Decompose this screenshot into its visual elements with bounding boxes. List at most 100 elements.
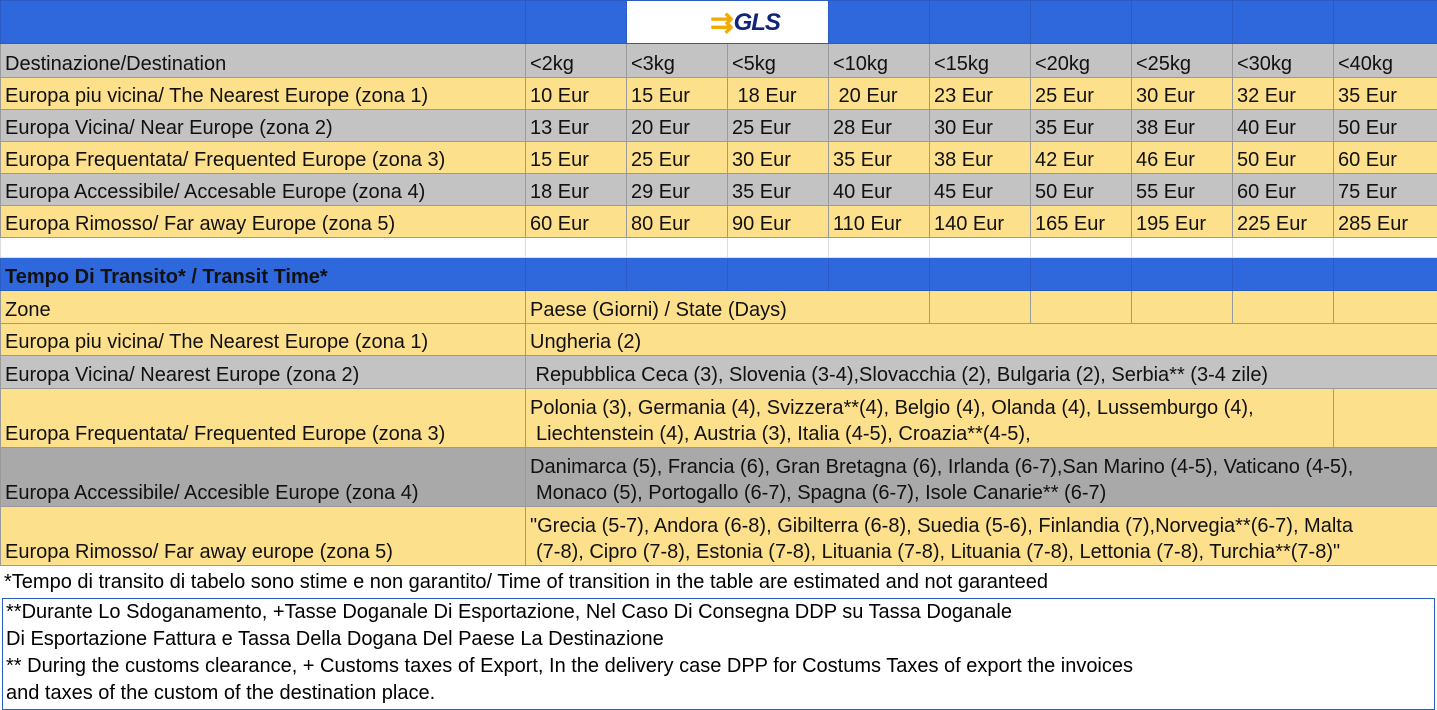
zone-cell[interactable]: Europa Rimosso/ Far away Europe (zona 5) <box>1 206 526 238</box>
spreadsheet: ⇉GLS Destinazione/Destination<2kg<3kg<5k… <box>0 0 1437 566</box>
price-cell[interactable]: 45 Eur <box>930 174 1031 206</box>
zone-cell[interactable]: Europa Accessibile/ Accesable Europe (zo… <box>1 174 526 206</box>
header-cell[interactable]: <25kg <box>1132 44 1233 78</box>
price-cell[interactable]: 60 Eur <box>526 206 627 238</box>
cell[interactable] <box>1233 1 1334 44</box>
countries-cell[interactable]: Repubblica Ceca (3), Slovenia (3-4),Slov… <box>526 356 1437 389</box>
price-cell[interactable]: 80 Eur <box>627 206 728 238</box>
price-cell[interactable]: 165 Eur <box>1031 206 1132 238</box>
countries-cell[interactable]: Polonia (3), Germania (4), Svizzera**(4)… <box>526 389 1334 448</box>
transit-title[interactable]: Tempo Di Transito* / Transit Time* <box>1 258 526 291</box>
price-cell[interactable]: 35 Eur <box>1031 110 1132 142</box>
price-cell[interactable]: 15 Eur <box>526 142 627 174</box>
header-cell[interactable]: <20kg <box>1031 44 1132 78</box>
price-cell[interactable]: 60 Eur <box>1334 142 1437 174</box>
price-cell[interactable]: 46 Eur <box>1132 142 1233 174</box>
price-cell[interactable]: 23 Eur <box>930 78 1031 110</box>
price-header-row: Destinazione/Destination<2kg<3kg<5kg<10k… <box>1 44 1437 78</box>
price-cell[interactable]: 140 Eur <box>930 206 1031 238</box>
price-cell[interactable]: 110 Eur <box>829 206 930 238</box>
cell[interactable] <box>1132 1 1233 44</box>
zone-cell[interactable]: Europa Accessibile/ Accesible Europe (zo… <box>1 448 526 507</box>
line: "Grecia (5-7), Andora (6-8), Gibilterra … <box>530 513 1433 539</box>
price-cell[interactable]: 32 Eur <box>1233 78 1334 110</box>
countries-cell[interactable]: Danimarca (5), Francia (6), Gran Bretagn… <box>526 448 1437 507</box>
header-cell[interactable]: <30kg <box>1233 44 1334 78</box>
cell[interactable] <box>930 1 1031 44</box>
price-cell[interactable]: 30 Eur <box>1132 78 1233 110</box>
price-cell[interactable]: 13 Eur <box>526 110 627 142</box>
price-cell[interactable]: 29 Eur <box>627 174 728 206</box>
price-cell[interactable]: 50 Eur <box>1233 142 1334 174</box>
price-cell[interactable]: 40 Eur <box>1233 110 1334 142</box>
price-cell[interactable]: 50 Eur <box>1031 174 1132 206</box>
header-cell[interactable]: <40kg <box>1334 44 1437 78</box>
price-row: Europa piu vicina/ The Nearest Europe (z… <box>1 78 1437 110</box>
price-cell[interactable]: 50 Eur <box>1334 110 1437 142</box>
price-cell[interactable]: 15 Eur <box>627 78 728 110</box>
price-cell[interactable]: 18 Eur <box>728 78 829 110</box>
header-cell[interactable]: <3kg <box>627 44 728 78</box>
zone-cell[interactable]: Europa piu vicina/ The Nearest Europe (z… <box>1 78 526 110</box>
price-row: Europa Rimosso/ Far away Europe (zona 5)… <box>1 206 1437 238</box>
cell[interactable] <box>526 1 627 44</box>
zone-cell[interactable]: Europa Frequentata/ Frequented Europe (z… <box>1 142 526 174</box>
price-cell[interactable]: 35 Eur <box>1334 78 1437 110</box>
zone-cell[interactable]: Europa piu vicina/ The Nearest Europe (z… <box>1 324 526 356</box>
line: Danimarca (5), Francia (6), Gran Bretagn… <box>530 454 1433 480</box>
price-cell[interactable]: 38 Eur <box>1132 110 1233 142</box>
price-cell[interactable]: 25 Eur <box>1031 78 1132 110</box>
price-cell[interactable]: 40 Eur <box>829 174 930 206</box>
price-cell[interactable]: 38 Eur <box>930 142 1031 174</box>
price-cell[interactable]: 25 Eur <box>728 110 829 142</box>
logo-row: ⇉GLS <box>1 1 1437 44</box>
transit-row: Europa Frequentata/ Frequented Europe (z… <box>1 389 1437 448</box>
customs-note[interactable]: **Durante Lo Sdoganamento, +Tasse Dogana… <box>2 598 1435 710</box>
note-line: ** During the customs clearance, + Custo… <box>6 653 1431 680</box>
cell[interactable] <box>1031 1 1132 44</box>
price-cell[interactable]: 225 Eur <box>1233 206 1334 238</box>
price-cell[interactable]: 55 Eur <box>1132 174 1233 206</box>
line: Polonia (3), Germania (4), Svizzera**(4)… <box>530 395 1329 421</box>
cell[interactable] <box>1334 1 1437 44</box>
header-cell[interactable]: Paese (Giorni) / State (Days) <box>526 291 930 324</box>
gls-arrow-icon: ⇉ <box>710 10 733 36</box>
cell[interactable] <box>1 1 526 44</box>
price-cell[interactable]: 20 Eur <box>829 78 930 110</box>
countries-cell[interactable]: "Grecia (5-7), Andora (6-8), Gibilterra … <box>526 507 1437 566</box>
price-cell[interactable]: 18 Eur <box>526 174 627 206</box>
price-cell[interactable]: 28 Eur <box>829 110 930 142</box>
price-cell[interactable]: 30 Eur <box>728 142 829 174</box>
line: Liechtenstein (4), Austria (3), Italia (… <box>530 421 1329 447</box>
header-cell[interactable]: <15kg <box>930 44 1031 78</box>
header-cell[interactable]: Destinazione/Destination <box>1 44 526 78</box>
transit-row: Europa Rimosso/ Far away europe (zona 5)… <box>1 507 1437 566</box>
price-cell[interactable]: 25 Eur <box>627 142 728 174</box>
price-cell[interactable]: 35 Eur <box>829 142 930 174</box>
price-cell[interactable]: 20 Eur <box>627 110 728 142</box>
cell[interactable] <box>829 1 930 44</box>
zone-cell[interactable]: Europa Vicina/ Near Europe (zona 2) <box>1 110 526 142</box>
price-cell[interactable]: 90 Eur <box>728 206 829 238</box>
price-cell[interactable]: 35 Eur <box>728 174 829 206</box>
price-cell[interactable]: 42 Eur <box>1031 142 1132 174</box>
countries-cell[interactable]: Ungheria (2) <box>526 324 1437 356</box>
price-cell[interactable]: 60 Eur <box>1233 174 1334 206</box>
header-cell[interactable]: <2kg <box>526 44 627 78</box>
line: Monaco (5), Portogallo (6-7), Spagna (6-… <box>530 480 1433 506</box>
price-cell[interactable]: 75 Eur <box>1334 174 1437 206</box>
price-row: Europa Frequentata/ Frequented Europe (z… <box>1 142 1437 174</box>
price-cell[interactable]: 30 Eur <box>930 110 1031 142</box>
header-cell[interactable]: <10kg <box>829 44 930 78</box>
header-cell[interactable]: Zone <box>1 291 526 324</box>
zone-cell[interactable]: Europa Rimosso/ Far away europe (zona 5) <box>1 507 526 566</box>
transit-footnote: *Tempo di transito di tabelo sono stime … <box>0 566 1437 598</box>
line: (7-8), Cipro (7-8), Estonia (7-8), Litua… <box>530 539 1433 565</box>
zone-cell[interactable]: Europa Vicina/ Nearest Europe (zona 2) <box>1 356 526 389</box>
zone-cell[interactable]: Europa Frequentata/ Frequented Europe (z… <box>1 389 526 448</box>
header-cell[interactable]: <5kg <box>728 44 829 78</box>
price-cell[interactable]: 195 Eur <box>1132 206 1233 238</box>
price-cell[interactable]: 10 Eur <box>526 78 627 110</box>
price-cell[interactable]: 285 Eur <box>1334 206 1437 238</box>
price-row: Europa Vicina/ Near Europe (zona 2)13 Eu… <box>1 110 1437 142</box>
